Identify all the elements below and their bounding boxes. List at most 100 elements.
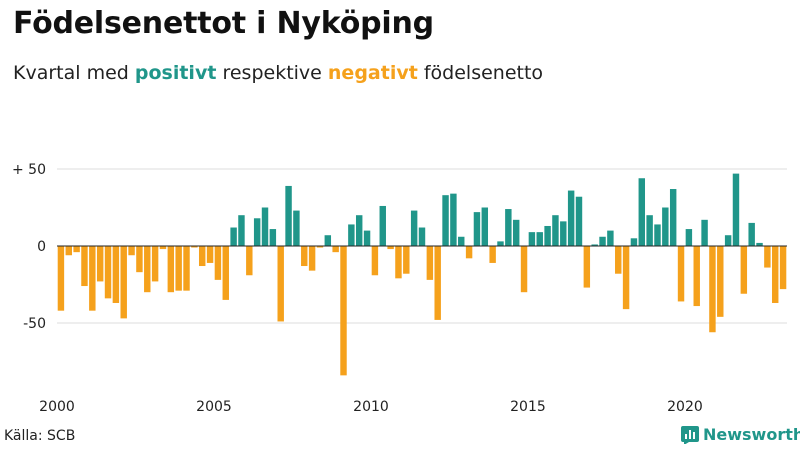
bar — [520, 246, 528, 293]
bar — [583, 246, 591, 288]
bar — [458, 236, 465, 246]
bar — [144, 246, 151, 293]
bar — [238, 215, 245, 246]
bar — [222, 246, 229, 300]
subtitle-suffix: födelsenetto — [417, 62, 544, 84]
brand-logo: Newsworthy — [681, 425, 800, 444]
bar — [65, 246, 72, 256]
bar — [709, 246, 716, 333]
bar — [355, 215, 363, 246]
bar — [293, 210, 300, 246]
subtitle-prefix: Kvartal med — [13, 62, 135, 84]
bar — [591, 244, 598, 246]
bar — [646, 215, 653, 246]
x-tick-label: 2015 — [510, 399, 546, 415]
bar — [253, 218, 261, 246]
bar — [57, 246, 65, 311]
bar — [96, 246, 104, 282]
bar — [308, 246, 316, 271]
bar — [379, 205, 386, 246]
bar — [536, 232, 543, 246]
bar — [73, 246, 80, 253]
bar — [779, 246, 787, 290]
bar — [324, 235, 332, 246]
bar — [575, 196, 583, 246]
bar — [261, 207, 269, 246]
bar — [151, 246, 159, 282]
bar — [560, 221, 567, 246]
bar — [528, 232, 536, 246]
bar — [473, 212, 481, 246]
bar — [685, 229, 693, 246]
source-note: Källa: SCB — [4, 428, 76, 444]
bar — [175, 246, 182, 291]
bar — [740, 246, 748, 294]
chart-subtitle: Kvartal med positivt respektive negativt… — [13, 62, 543, 84]
bar — [191, 246, 198, 248]
bar — [638, 178, 646, 246]
bar — [206, 246, 214, 263]
bar — [505, 209, 512, 246]
bar — [442, 195, 449, 246]
bar — [426, 246, 434, 280]
bar — [693, 246, 700, 307]
bar — [316, 246, 324, 248]
x-tick-label: 2000 — [39, 399, 75, 415]
y-tick-label: -50 — [23, 316, 46, 332]
bar — [512, 219, 520, 246]
subtitle-middle: respektive — [216, 62, 328, 84]
bar — [497, 241, 504, 246]
bar — [269, 229, 277, 246]
bar — [724, 235, 732, 246]
x-tick-label: 2020 — [667, 399, 703, 415]
bar — [599, 236, 606, 246]
bar — [450, 193, 457, 246]
bar-chart: + 50 0 -50 2000 2005 2010 2015 2020 — [12, 162, 787, 415]
bar — [159, 246, 167, 250]
bar-chart-logo-icon — [681, 425, 699, 444]
bar — [301, 246, 308, 267]
bar — [340, 246, 347, 376]
bar — [214, 246, 222, 280]
subtitle-negative-word: negativt — [327, 62, 418, 84]
bar — [410, 210, 418, 246]
bar — [136, 246, 143, 273]
bar — [348, 224, 355, 246]
bar — [772, 246, 779, 303]
bar — [371, 246, 379, 276]
bar — [285, 185, 292, 246]
bar — [622, 246, 630, 310]
bar — [81, 246, 88, 287]
bar — [717, 246, 724, 317]
bar — [120, 246, 127, 319]
bar — [481, 207, 489, 246]
bar — [230, 227, 237, 246]
bar — [112, 246, 120, 303]
bar — [489, 246, 496, 263]
bar — [183, 246, 190, 291]
bar — [104, 246, 112, 299]
x-tick-label: 2010 — [353, 399, 389, 415]
bar — [544, 225, 551, 246]
bar — [615, 246, 622, 274]
bar — [332, 246, 339, 253]
bar — [198, 246, 206, 267]
brand-name: Newsworthy — [703, 425, 800, 444]
bar — [630, 238, 638, 246]
y-tick-label: 0 — [37, 239, 46, 255]
bar — [387, 246, 394, 250]
bar — [277, 246, 284, 322]
bar — [567, 190, 575, 246]
bar — [167, 246, 175, 293]
bar — [662, 207, 669, 246]
bar — [701, 219, 708, 246]
bar — [418, 227, 426, 246]
bar — [764, 246, 771, 268]
bar — [607, 230, 614, 246]
bar — [654, 224, 661, 246]
bar — [434, 246, 441, 320]
bar — [677, 246, 685, 302]
chart-title: Födelsenettot i Nyköping — [13, 6, 434, 41]
bar — [756, 242, 763, 246]
bar — [748, 222, 755, 246]
